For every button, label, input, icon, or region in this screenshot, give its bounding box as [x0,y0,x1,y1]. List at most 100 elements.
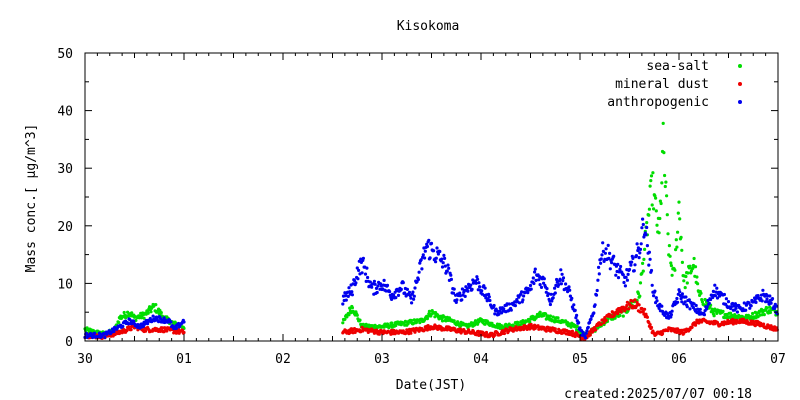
data-point [607,256,611,260]
data-point [151,314,155,318]
data-point [677,200,681,204]
data-point [734,306,738,310]
data-point [649,325,654,330]
data-point [623,284,628,288]
data-point [458,291,462,295]
data-point [645,225,649,230]
data-point [655,299,659,303]
data-point [502,331,506,336]
data-point [539,285,544,289]
data-point [664,180,668,184]
data-point [132,319,136,323]
data-point [594,293,599,297]
data-point [654,296,658,300]
data-point [557,283,561,287]
data-point [434,260,438,264]
data-point [584,331,588,335]
data-point [680,260,685,264]
data-point [358,318,362,322]
data-point [416,277,420,282]
data-point [412,297,416,301]
data-point [148,316,152,321]
data-point [360,271,364,275]
data-point [520,290,524,294]
data-point [538,283,542,287]
data-point [544,312,548,316]
data-point [612,313,617,318]
data-point [749,315,753,319]
data-point [669,315,673,319]
data-point [385,322,390,326]
data-point [434,256,438,260]
data-point [640,226,644,230]
data-point [594,328,598,332]
data-point [570,329,575,333]
data-point [663,313,667,317]
axes: 0 10 20 30 40 50 30 01 02 03 04 05 06 07 [57,47,785,367]
data-point [754,300,758,304]
data-point [751,319,755,323]
data-point [670,273,674,277]
data-point [410,318,414,323]
data-point [382,278,386,282]
data-point [731,301,735,306]
data-point [765,297,769,301]
data-point [665,213,669,217]
data-point [157,320,161,324]
data-point [553,286,557,290]
data-point [711,309,715,313]
data-point [636,248,640,253]
data-point [622,280,626,285]
data-point [583,336,588,340]
data-point [409,331,413,335]
data-point [676,300,680,304]
data-point [575,313,579,317]
data-point [347,286,351,290]
data-point [446,263,450,267]
data-point [678,217,682,221]
x-tick-label: 05 [572,352,588,367]
data-point [722,323,726,327]
data-point [578,326,582,330]
data-point [443,264,447,268]
data-point [365,266,369,270]
data-point [441,261,445,265]
data-point [348,330,352,335]
data-point [412,294,416,298]
data-point [679,235,683,239]
data-point [466,289,470,293]
data-point [532,281,536,286]
data-point [392,293,396,297]
data-point [523,291,527,295]
data-point [732,304,736,308]
data-point [366,275,370,280]
x-tick-label: 02 [275,352,291,367]
data-point [341,321,345,325]
data-point [182,330,186,335]
data-point [460,298,464,302]
data-point [455,298,459,302]
x-tick-label: 06 [671,352,687,367]
data-point [641,261,645,265]
data-point [663,184,667,189]
data-point [403,291,407,295]
data-point [759,297,763,301]
data-point [641,217,645,221]
data-point [545,287,549,291]
chart-title: Kisokoma [397,19,460,34]
data-point [136,323,140,327]
data-point [643,247,647,251]
data-point [705,305,709,309]
data-point [618,313,622,318]
data-point [614,273,618,277]
data-point [355,313,359,317]
data-point [476,322,480,326]
data-point [468,285,472,290]
data-point [343,317,347,321]
data-point [454,300,458,304]
data-point [533,270,537,274]
data-point [538,310,542,314]
data-point [630,260,634,264]
data-point [551,296,555,300]
data-point [121,327,126,331]
